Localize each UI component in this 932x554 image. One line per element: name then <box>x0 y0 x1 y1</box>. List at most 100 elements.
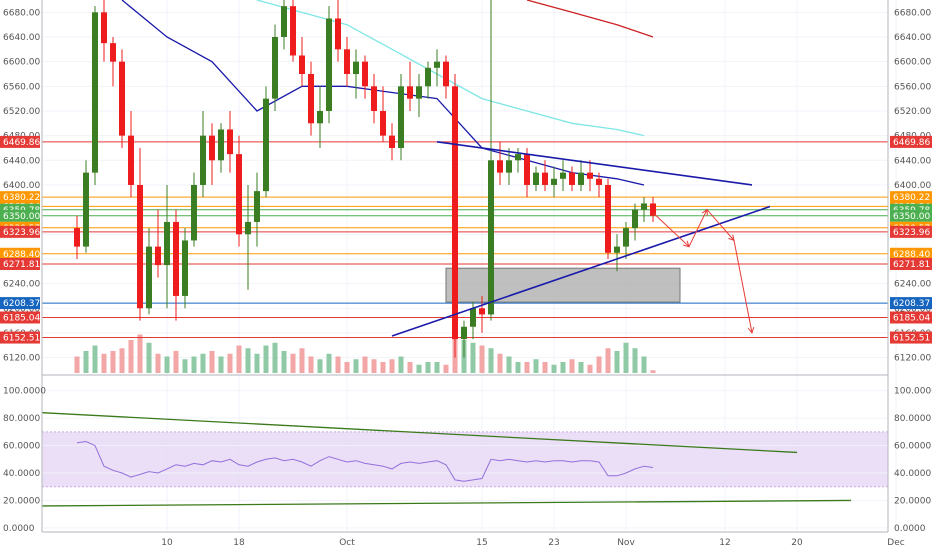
volume-bar <box>173 351 179 373</box>
moving-average-line <box>256 0 645 137</box>
candle-body <box>371 86 377 111</box>
level-tag-right-bg <box>890 331 932 344</box>
volume-bar <box>614 351 620 373</box>
candle-body <box>542 172 548 185</box>
candle-body <box>407 86 413 99</box>
candle-body <box>506 160 512 173</box>
level-tag-right: 6469.86 <box>893 138 930 148</box>
volume-bar <box>344 362 350 373</box>
volume-bar <box>641 356 647 373</box>
level-tag-left-bg <box>0 311 40 324</box>
volume-bar <box>272 342 278 373</box>
rsi-trendline <box>41 499 852 507</box>
level-tag-left-bg <box>0 331 40 344</box>
rsi-tick-label-left: 20.0000 <box>3 496 40 506</box>
level-tag-left: 6350.00 <box>3 212 40 222</box>
candle-body <box>146 246 152 309</box>
trendlines <box>391 141 771 337</box>
trendline <box>391 205 771 337</box>
volume-bar <box>110 351 116 373</box>
candle-body <box>605 184 611 253</box>
level-tag-left-bg <box>0 247 40 260</box>
y-tick-label-right: 6240.00 <box>894 280 931 290</box>
y-tick-label-left: 6600.00 <box>3 58 40 68</box>
level-tag-right: 6380.22 <box>893 193 930 203</box>
rsi-tick-label-right: 40.0000 <box>894 469 931 479</box>
volume-bar <box>119 348 125 373</box>
volume-bar <box>155 353 161 373</box>
x-tick-label: Dec <box>887 538 904 548</box>
level-tag-right-bg <box>890 225 932 238</box>
y-tick-label-right: 6400.00 <box>894 181 931 191</box>
candle-body <box>551 178 557 185</box>
volume-bar <box>146 342 152 373</box>
candle-body <box>578 172 584 185</box>
volume-bar <box>623 342 629 373</box>
candle-body <box>236 154 242 235</box>
volume-bar <box>308 356 314 373</box>
candle-body <box>497 160 503 173</box>
y-tick-label-right: 6120.00 <box>894 354 931 364</box>
candle-body <box>92 12 98 173</box>
candle-body <box>326 18 332 111</box>
level-tag-right-bg <box>890 257 932 270</box>
level-tag-right-bg <box>890 311 932 324</box>
volume-bar <box>443 364 449 373</box>
candle-body <box>632 209 638 229</box>
candle-body <box>524 154 530 185</box>
candle-body <box>434 61 440 68</box>
volume-bar <box>362 356 368 373</box>
candle-body <box>182 240 188 296</box>
y-tick-label-left: 6520.00 <box>3 107 40 117</box>
rsi-line <box>76 440 654 482</box>
zone-rect <box>445 267 681 303</box>
volume-bar <box>227 353 233 373</box>
y-tick-label-left: 6560.00 <box>3 82 40 92</box>
level-tag-right-bg <box>890 135 932 148</box>
y-tick-label-right: 6640.00 <box>894 33 931 43</box>
level-tag-right-bg <box>890 209 932 222</box>
y-tick-label-left: 6400.00 <box>3 181 40 191</box>
volume-bar <box>488 348 494 373</box>
rsi-tick-label-left: 0.0000 <box>3 524 35 534</box>
volume-bar <box>524 362 530 373</box>
candle-body <box>560 172 566 179</box>
trendline <box>436 141 753 186</box>
volume-bar <box>551 364 557 373</box>
x-tick-label: 10 <box>161 538 173 548</box>
volume-bar <box>389 359 395 373</box>
volume-bar <box>407 362 413 373</box>
level-tag-left-bg <box>0 135 40 148</box>
volume-bar <box>92 345 98 373</box>
projection-arrowhead <box>728 234 735 242</box>
candle-body <box>119 61 125 136</box>
rsi-tick-label-left: 60.0000 <box>3 442 40 452</box>
candle-body <box>128 135 134 185</box>
volume-bar <box>497 353 503 373</box>
volume-bar <box>326 353 332 373</box>
volume-bar <box>560 362 566 373</box>
candle-body <box>74 228 80 247</box>
candle-body <box>533 172 539 185</box>
volume-bar <box>299 348 305 373</box>
level-tag-left-bg <box>0 257 40 270</box>
candle-body <box>227 129 233 155</box>
volume-bar <box>281 351 287 373</box>
candle-body <box>650 203 656 216</box>
candle-body <box>272 36 278 99</box>
projection-arrows <box>652 208 755 334</box>
candle-body <box>101 12 107 44</box>
candle-body <box>137 184 143 309</box>
candle-body <box>641 203 647 210</box>
y-tick-label-left: 6440.00 <box>3 156 40 166</box>
x-tick-label: Oct <box>339 538 355 548</box>
consolidation-zone <box>445 267 681 303</box>
candle-body <box>335 18 341 50</box>
volume-bar <box>128 340 134 373</box>
volume-bar <box>290 353 296 373</box>
candle-body <box>614 246 620 253</box>
level-tag-left: 6469.86 <box>3 138 40 148</box>
